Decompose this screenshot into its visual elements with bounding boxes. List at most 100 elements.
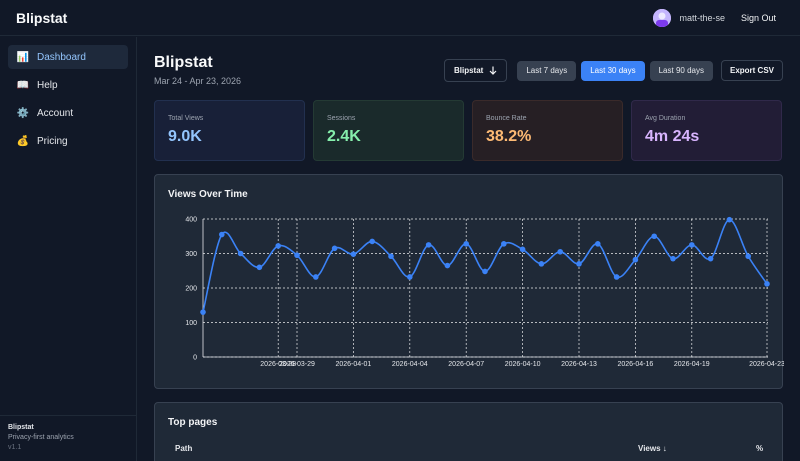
sidebar-item-help[interactable]: 📖 Help [8,73,128,97]
site-select-label: Blipstat [453,66,484,75]
data-point[interactable] [613,274,620,280]
sidebar-item-pricing[interactable]: 💰 Pricing [8,129,128,153]
y-tick-label: 300 [185,251,197,258]
y-tick-label: 200 [185,286,197,293]
user-menu: matt-the-se Sign Out [653,8,784,27]
x-tick-label: 2026-04-23 [749,361,784,368]
stat-label: Sessions [327,115,356,122]
stat-card-bounce-rate: Bounce Rate 38.2% [472,100,623,161]
top-pages-title: Top pages [168,417,218,428]
sidebar-item-dashboard[interactable]: 📊 Dashboard [8,45,128,69]
x-tick-label: 2026-04-13 [561,361,597,368]
stat-card-total-views: Total Views 9.0K [154,100,305,161]
data-point[interactable] [369,238,375,245]
stat-value: 2.4K [327,128,361,145]
avatar[interactable] [653,8,672,27]
data-point[interactable] [200,309,206,315]
brand-logo[interactable]: Blipstat [16,9,68,26]
data-point[interactable] [482,268,488,275]
data-point[interactable] [313,274,319,280]
sidebar-item-account[interactable]: ⚙️ Account [8,101,128,125]
data-point[interactable] [689,242,695,248]
data-point[interactable] [294,252,300,259]
sidebar-item-label: Account [37,107,74,119]
data-point[interactable] [764,281,770,287]
stat-value: 4m 24s [645,128,700,145]
sign-out-button[interactable]: Sign Out [733,9,784,27]
x-tick-label: 2026-04-16 [617,361,653,368]
x-tick-label: 2026-04-07 [448,361,484,368]
views-series-line [202,218,768,313]
site-select-button[interactable]: Blipstat [443,59,508,82]
sidebar-item-label: Help [37,79,58,91]
stat-cards: Total Views 9.0K Sessions 2.4K Bounce Ra… [154,100,783,161]
data-point[interactable] [331,245,338,252]
username: matt-the-se [679,12,725,23]
stat-label: Total Views [168,115,204,122]
page-title: Blipstat [154,54,213,71]
data-point[interactable] [595,241,601,247]
x-tick-label: 2026-04-04 [392,361,428,368]
data-point[interactable] [651,233,657,240]
arrow-down-icon [489,66,497,75]
data-point[interactable] [425,242,432,248]
main-content: Blipstat Mar 24 - Apr 23, 2026 Blipstat … [138,37,800,461]
data-point[interactable] [350,251,357,257]
date-range-text: Mar 24 - Apr 23, 2026 [154,76,242,86]
money-bag-icon: 💰 [16,135,30,147]
y-tick-label: 400 [185,217,197,224]
range-30-days-button[interactable]: Last 30 days [581,60,645,81]
data-point[interactable] [237,250,244,257]
data-point[interactable] [501,241,507,247]
data-point[interactable] [256,264,263,271]
data-point[interactable] [707,255,714,262]
data-point[interactable] [726,216,733,223]
data-point[interactable] [388,253,394,260]
x-tick-label: 2026-04-01 [335,361,371,368]
sidebar-item-label: Pricing [37,135,68,147]
x-tick-label: 2026-04-19 [674,361,710,368]
gear-icon: ⚙️ [16,107,30,119]
data-point[interactable] [576,261,582,267]
data-point[interactable] [275,243,281,249]
data-point[interactable] [557,248,563,255]
data-point[interactable] [632,256,639,263]
data-point[interactable] [463,241,470,247]
y-tick-label: 100 [185,320,197,327]
x-tick-label: 2026-03-28 [260,361,296,368]
stat-value: 38.2% [486,128,532,145]
user-avatar-icon [653,8,672,27]
data-point[interactable] [444,262,451,269]
data-point[interactable] [407,274,413,280]
stat-card-sessions: Sessions 2.4K [313,100,464,161]
stat-card-avg-duration: Avg Duration 4m 24s [631,100,782,161]
data-point[interactable] [745,253,751,260]
data-point[interactable] [538,261,545,267]
y-tick-label: 0 [193,355,197,362]
range-7-days-button[interactable]: Last 7 days [517,60,577,81]
data-point[interactable] [519,246,526,253]
sidebar-footer: Blipstat Privacy-first analytics v1.1 [0,415,137,461]
footer-title: Blipstat [8,424,34,431]
data-point[interactable] [670,255,676,262]
sidebar-nav: 📊 Dashboard 📖 Help ⚙️ Account 💰 Pricing [0,37,136,165]
footer-version: v1.1 [8,444,22,451]
export-csv-button[interactable]: Export CSV [720,60,783,81]
column-header-percent[interactable]: % [756,444,764,453]
x-tick-label: 2026-03-29 [279,361,315,368]
chart-title: Views Over Time [168,189,248,200]
column-header-views[interactable]: Views ↓ [638,444,667,453]
views-chart-panel: 0 100 200 300 400 2026-03-28 2026-03-29 2026-04… [154,174,784,389]
toolbar: Blipstat Last 7 days Last 30 days Last 9… [443,59,783,82]
stat-label: Bounce Rate [486,115,527,122]
range-90-days-button[interactable]: Last 90 days [649,60,713,81]
data-point[interactable] [219,231,225,238]
stat-label: Avg Duration [645,115,686,122]
book-icon: 📖 [16,79,30,91]
column-header-path[interactable]: Path [175,444,193,453]
sidebar-item-label: Dashboard [37,51,86,63]
footer-subtitle: Privacy-first analytics [8,434,74,441]
top-pages-panel: Top pages Path Views ↓ % [154,402,783,461]
sidebar: 📊 Dashboard 📖 Help ⚙️ Account 💰 Pricing Blipsta… [0,37,137,461]
